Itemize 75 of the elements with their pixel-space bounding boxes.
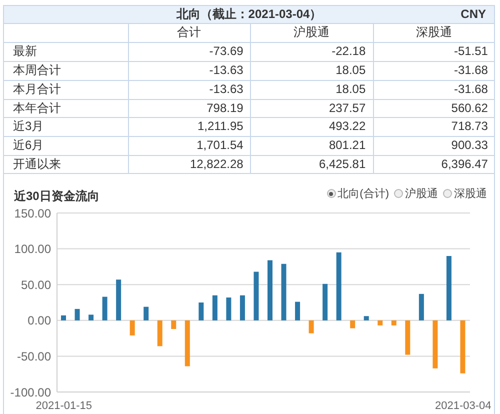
data-label: -22.18 [332,44,366,58]
bar [364,316,369,320]
text: 深股通 [454,188,487,200]
bar [240,295,245,320]
data-label: 1,211.95 [198,119,244,134]
bar [336,252,342,320]
bar [198,302,204,320]
bar [88,314,94,320]
bar [350,320,356,328]
data-label: 801.21 [328,138,366,152]
y-tick-label: -100.00 [10,385,52,400]
data-label: 18.05 [336,82,366,96]
y-tick-label: -50.00 [16,349,52,364]
bar [281,264,286,320]
bar [130,320,135,336]
chart-title: 近30日资金流向 [14,189,100,203]
bar [184,320,190,366]
data-label: 1,701.54 [196,138,244,152]
data-label: 900.33 [451,138,488,152]
bar [446,256,452,320]
data-label: -31.68 [454,62,488,77]
bar [405,320,410,355]
category-label: 本月合计 [13,82,61,96]
bar [460,320,466,374]
text: 深股通 [416,25,452,39]
bar [61,315,66,320]
text: 沪股通 [293,25,330,39]
category-label: 本年合计 [13,100,61,115]
data-label: 18.05 [336,62,366,77]
bar [254,272,259,320]
data-label: -13.63 [209,82,244,96]
data-label: -73.69 [209,44,244,58]
bar [295,302,300,320]
bar [102,296,108,320]
category-label: 开通以来 [13,157,61,172]
y-tick-label: 0.00 [28,314,52,328]
data-label: 718.73 [451,119,488,134]
bar [171,320,176,329]
text: 北向（截止：2021-03-04） [176,7,322,21]
bar [212,295,218,320]
bar [116,280,122,320]
data-label: 798.19 [206,100,244,115]
bar [378,320,383,326]
category-label: 最新 [13,44,37,58]
text: 北向(合计) [338,188,389,200]
bar [157,320,162,346]
bar [418,294,424,320]
y-tick-label: 50.00 [20,278,52,292]
data-label: 12,822.28 [190,157,244,172]
data-label: -31.68 [454,82,488,96]
bar [144,306,149,320]
bar [322,284,328,320]
bar [432,320,438,368]
bar [391,320,396,326]
data-label: 237.57 [328,100,366,115]
text: 沪股通 [405,188,438,200]
data-label: 6,425.81 [318,157,366,172]
data-label: 6,396.47 [441,157,488,172]
y-tick-label: 150.00 [14,206,52,220]
bar [268,260,272,320]
data-label: 560.62 [451,100,488,115]
data-label: 493.22 [328,119,366,134]
text: CNY [460,7,486,21]
category-label: 本周合计 [13,62,61,77]
y-tick-label: 100.00 [14,242,52,256]
category-label: 近6月 [13,138,44,152]
category-label: 近3月 [13,119,44,134]
bar [74,308,80,320]
data-label: -51.51 [454,44,488,58]
x-tick-label: 2021-01-15 [36,400,92,412]
x-tick-label: 2021-03-04 [434,400,492,412]
bar [226,297,232,320]
bar [308,320,314,334]
data-label: -13.63 [209,62,244,77]
text: 合计 [177,25,202,39]
